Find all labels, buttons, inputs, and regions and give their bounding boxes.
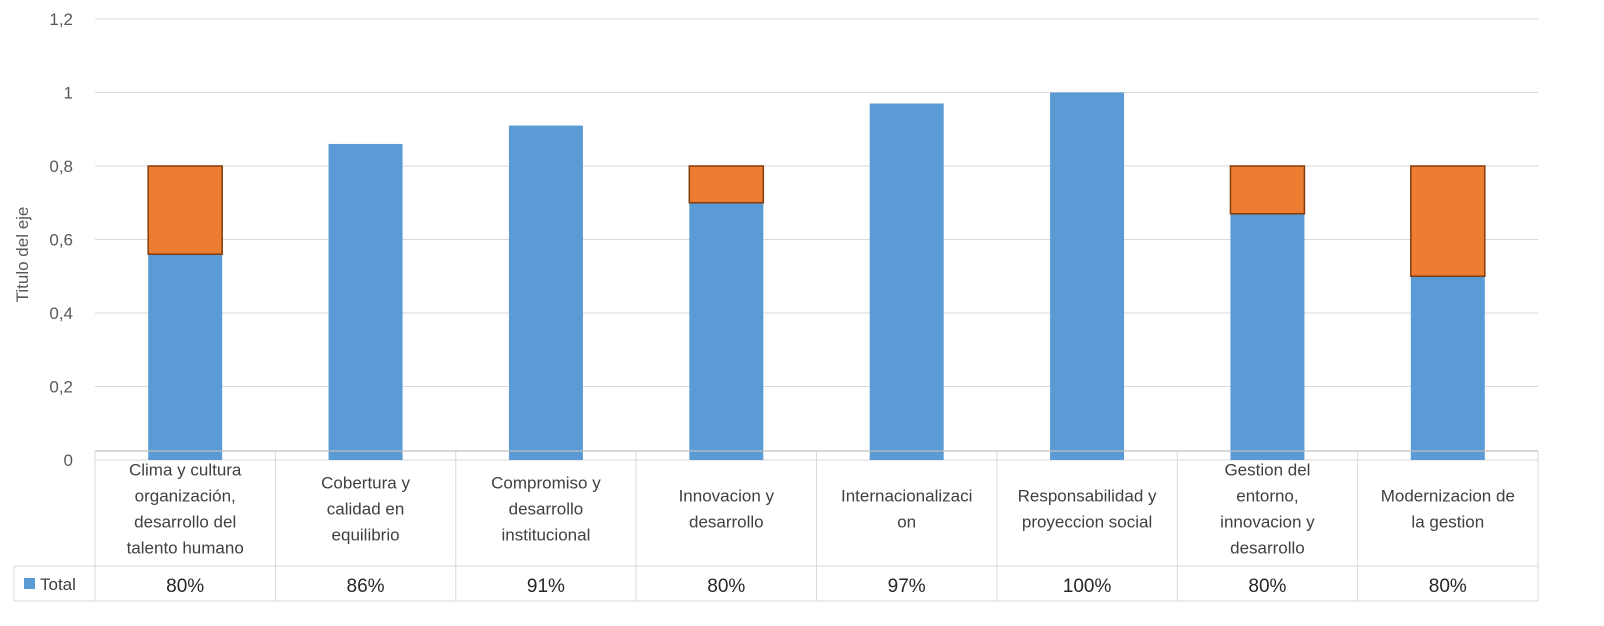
bar-segment-orange (147, 165, 223, 255)
bar-total (1410, 276, 1485, 460)
category-label: Internacionalizaci (841, 487, 972, 506)
bar-segment-orange (1410, 165, 1486, 277)
total-value-label: 80% (166, 576, 204, 597)
total-value-label: 80% (707, 576, 745, 597)
category-label: institucional (502, 526, 591, 545)
bar-total (689, 202, 764, 460)
data-table: Clima y cultura organización, desarrollo d… (13, 450, 1539, 602)
category-label: desarrollo (509, 500, 584, 519)
y-tick-label: 1 (64, 84, 73, 103)
total-value-label: 80% (1429, 576, 1467, 597)
total-value-label: 91% (527, 576, 565, 597)
y-tick-label: 0,2 (49, 378, 73, 397)
total-value-label: 97% (888, 576, 926, 597)
category-label: proyeccion social (1022, 513, 1152, 532)
category-label: Modernizacion de (1381, 487, 1515, 506)
bar-segment-orange (1229, 165, 1306, 215)
bar-total (1050, 92, 1125, 460)
total-value-label: 86% (347, 576, 385, 597)
bars (147, 92, 1486, 461)
y-tick-label: 0,4 (49, 304, 73, 323)
category-label: Gestion del (1224, 461, 1310, 480)
bar-total (1230, 213, 1305, 460)
category-label: organización, (135, 487, 236, 506)
category-label: innovacion y (1220, 513, 1315, 532)
gridlines (95, 18, 1538, 461)
category-label: Responsabilidad y (1018, 487, 1157, 506)
category-label: Compromiso y (491, 474, 601, 493)
category-label: Innovacion y (679, 487, 775, 506)
bar-segment-orange (688, 165, 765, 204)
total-value-label: 100% (1063, 576, 1112, 597)
y-tick-label: 0 (64, 451, 73, 470)
y-tick-label: 0,6 (49, 231, 73, 250)
y-tick-label: 1,2 (49, 10, 73, 29)
total-value-label: 80% (1248, 576, 1286, 597)
category-label: on (897, 513, 916, 532)
category-label: entorno, (1236, 487, 1298, 506)
category-label: desarrollo (1230, 539, 1305, 558)
legend-key-total (24, 578, 35, 589)
bar-total (869, 103, 944, 461)
bar-total (148, 254, 223, 460)
y-axis-title: Titulo del eje (13, 207, 32, 303)
y-tick-label: 0,8 (49, 157, 73, 176)
bar-total (328, 143, 403, 460)
category-label: Cobertura y (321, 474, 410, 493)
bar-total (508, 125, 583, 460)
category-label: Clima y cultura (129, 461, 242, 480)
category-label: calidad en (327, 500, 405, 519)
category-label: desarrollo (689, 513, 764, 532)
category-label: equilibrio (332, 526, 400, 545)
legend-label-total: Total (40, 575, 76, 594)
category-label: desarrollo del (134, 513, 236, 532)
category-label: la gestion (1411, 513, 1484, 532)
category-label: talento humano (127, 539, 244, 558)
y-tick-labels: 0 0,2 0,4 0,6 0,8 1 1,2 (49, 10, 73, 470)
